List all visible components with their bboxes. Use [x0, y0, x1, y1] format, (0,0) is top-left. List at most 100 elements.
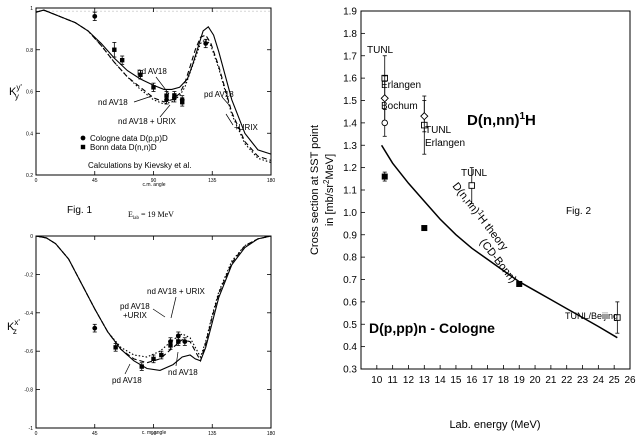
kx-xtick-label: 90 — [151, 431, 157, 436]
kx-data-point — [176, 339, 181, 344]
kx-panel: 0 45 90 135 180 0 -0.2 -0.4 -0.6 -0.8 -1 Kx' z c. m… — [7, 234, 275, 436]
ky-xlabel: c.m. angle — [142, 182, 165, 188]
xs-ytick-label: 0.8 — [343, 253, 357, 264]
kx-ann-nd: nd AV18 — [168, 368, 198, 377]
xs-xtick-label: 22 — [561, 375, 573, 386]
kx-ticks-layer: 0 45 90 135 180 0 -0.2 -0.4 -0.6 -0.8 -1 — [24, 234, 275, 436]
ky-ann-pdu2: +URIX — [234, 123, 258, 132]
xs-ytick-label: 0.9 — [343, 230, 357, 241]
ky-legend-bonn-marker — [80, 144, 86, 150]
ky-legend-bonn: Bonn data D(n,n)D — [90, 143, 157, 152]
xs-ytick-label: 0.4 — [343, 342, 357, 353]
ky-ann-nd: nd AV18 — [98, 98, 128, 107]
ky-series-line — [35, 9, 272, 164]
xs-filled-square — [421, 225, 428, 232]
xs-open-diamond — [420, 112, 429, 121]
xs-ytick-label: 1.5 — [343, 96, 357, 107]
kx-ytick-label: -0.6 — [24, 349, 33, 355]
fig1-label: Fig. 1 — [67, 205, 92, 216]
ky-ytick-label: 0.4 — [26, 131, 33, 137]
xs-ytick-label: 1.4 — [343, 118, 357, 129]
ky-series-line — [35, 9, 272, 161]
ky-ann-ndu-arrow — [159, 104, 171, 118]
kx-xtick-label: 180 — [267, 431, 276, 436]
ky-ytick-label: 0.8 — [26, 48, 33, 54]
ky-points-layer — [92, 11, 209, 107]
xs-label-tunlb: TUNL/Beijing — [565, 311, 618, 321]
ky-data-point — [138, 72, 143, 77]
kx-data-point — [139, 364, 144, 369]
ky-calc-note: Calculations by Kievsky et al. — [88, 161, 192, 170]
kx-xtick-label: 0 — [35, 431, 38, 436]
ky-legend-cologne: Cologne data D(p,p)D — [90, 134, 168, 143]
ky-xtick-label: 45 — [92, 178, 98, 184]
kx-data-point — [182, 339, 188, 344]
xs-panel: 10 11 12 13 14 15 16 17 18 19 20 21 22 23 24 25 26 0.3 0.4… — [309, 7, 636, 432]
kx-ytick-label: -1 — [29, 426, 34, 432]
ky-data-point — [112, 47, 117, 52]
xs-xtick-label: 20 — [529, 375, 541, 386]
kx-ann-pdu2: +URIX — [123, 311, 147, 320]
kx-curves-layer — [35, 235, 272, 371]
xs-ticks-layer: 10 11 12 13 14 15 16 17 18 19 20 21 22 23 24 25 26 0.3 0.4… — [343, 7, 636, 387]
xs-xtick-label: 14 — [435, 375, 447, 386]
xs-xtick-label: 25 — [609, 375, 621, 386]
kx-ytick-label: -0.4 — [24, 311, 33, 317]
ky-ticks-layer: 0 45 90 135 180 0.2 0.4 0.6 0.8 1 — [26, 6, 275, 184]
xs-ytick-label: 1.2 — [343, 163, 357, 174]
kx-series-line — [35, 235, 272, 371]
xs-ytick-label: 1.9 — [343, 7, 357, 18]
xs-ytick-label: 1.6 — [343, 74, 357, 85]
xs-ytick-label: 0.3 — [343, 365, 357, 376]
ky-ann-pd: pd AV18 — [137, 67, 167, 76]
xs-curves-layer — [380, 144, 618, 339]
xs-ytick-label: 1.1 — [343, 186, 357, 197]
kx-data-point — [113, 345, 118, 350]
kx-series-line — [35, 235, 272, 359]
xs-ytick-label: 0.7 — [343, 275, 357, 286]
xs-xtick-label: 17 — [482, 375, 494, 386]
xs-theory-curve — [380, 144, 618, 339]
ky-ann-nd-arrow — [133, 95, 153, 103]
xs-label-erl2: Erlangen — [425, 138, 465, 149]
ky-ann-pd-arrow — [155, 76, 170, 95]
ky-data-point — [172, 93, 177, 98]
xs-label-erl1: Erlangen — [381, 80, 421, 91]
xs-filled-square — [516, 280, 523, 287]
ky-ytick-label: 1 — [30, 6, 33, 12]
kx-data-point — [175, 333, 181, 339]
ky-data-point — [180, 99, 185, 105]
xs-xtick-label: 11 — [387, 375, 398, 386]
xs-ytick-label: 1.7 — [343, 51, 357, 62]
ky-series-line — [35, 9, 272, 155]
ky-xtick-label: 90 — [151, 178, 157, 184]
kx-data-point — [168, 343, 173, 348]
ky-ylabel: Ky' y — [9, 83, 22, 101]
xs-xtick-label: 24 — [593, 375, 605, 386]
kx-data-point — [159, 352, 164, 358]
xs-xtick-label: 26 — [624, 375, 636, 386]
xs-xtick-label: 15 — [450, 375, 462, 386]
ky-ann-ndu: nd AV18 + URIX — [118, 117, 177, 126]
ky-curves-layer — [35, 9, 272, 164]
energy-label: Elab = 19 MeV — [128, 210, 174, 221]
ky-legend-cologne-marker — [80, 135, 86, 141]
xs-open-square — [614, 314, 621, 321]
xs-xtick-label: 13 — [419, 375, 431, 386]
kx-ytick-label: 0 — [30, 234, 33, 240]
xs-label-boch: Bochum — [381, 101, 418, 112]
xs-open-circle — [381, 119, 388, 127]
kx-points-layer — [92, 323, 188, 371]
kx-ann-pdu-arrow — [152, 308, 166, 318]
ky-data-point — [119, 57, 125, 63]
xs-ytick-label: 0.5 — [343, 320, 357, 331]
xs-xtick-label: 10 — [371, 375, 383, 386]
ky-ann-pdu1: pd AV18 — [204, 90, 234, 99]
ky-xtick-label: 0 — [35, 178, 38, 184]
ky-data-point — [164, 93, 169, 98]
kx-ann-ndu-arrow — [170, 296, 177, 319]
ky-panel: 0 45 90 135 180 0.2 0.4 0.6 0.8 1 Ky' y c.m. angle… — [9, 6, 275, 188]
kx-ann-pd-arrow — [124, 363, 131, 375]
xs-xtick-label: 18 — [498, 375, 510, 386]
xs-ylabel2: in [mb/sr2MeV] — [322, 154, 336, 226]
